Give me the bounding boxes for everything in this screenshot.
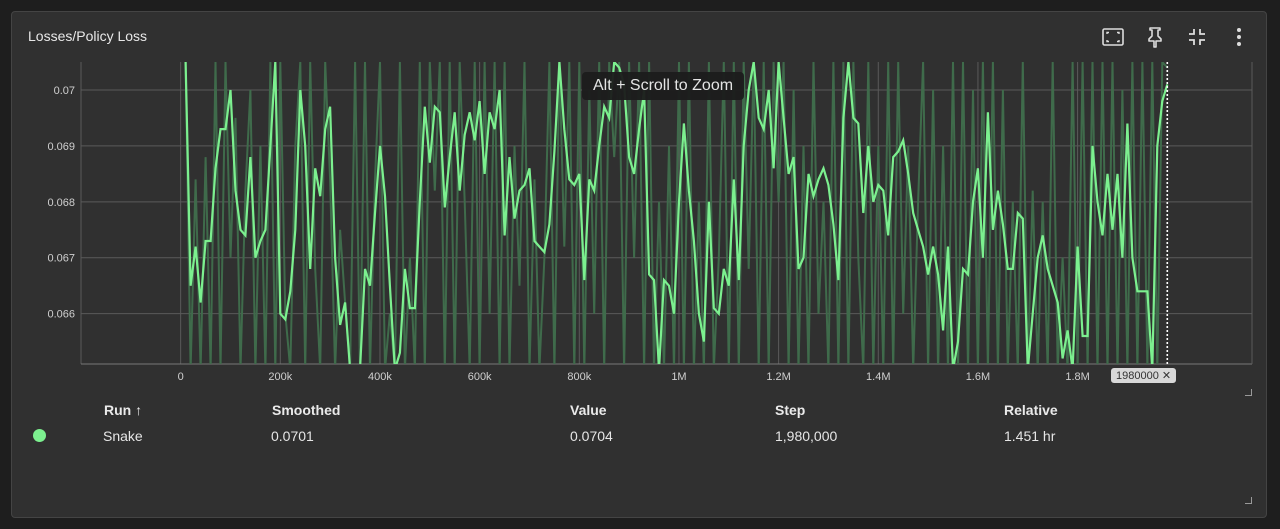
- collapse-icon: [1189, 29, 1205, 45]
- header-run[interactable]: Run ↑: [104, 402, 143, 418]
- x-tick-label: 1.2M: [766, 371, 790, 383]
- x-tick-label: 1.8M: [1065, 371, 1089, 383]
- more-options-button[interactable]: [1224, 24, 1254, 50]
- header-smoothed: Smoothed: [272, 402, 341, 418]
- chart-title: Losses/Policy Loss: [28, 28, 148, 44]
- card-resize-handle[interactable]: [1244, 496, 1252, 504]
- fit-domain-button[interactable]: [1098, 24, 1128, 50]
- table-row: Snake 0.0701 0.0704 1,980,000 1.451 hr: [12, 424, 1268, 450]
- step-cursor-label: 1980000: [1116, 369, 1159, 382]
- line-chart[interactable]: 0.066 0.067 0.068 0.069 0.07 0 200k 400k 600k 800…: [12, 12, 1268, 392]
- y-tick-label: 0.067: [47, 253, 75, 265]
- x-tick-label: 1M: [671, 371, 686, 383]
- pin-button[interactable]: [1140, 24, 1170, 50]
- table-header-row: Run ↑ Smoothed Value Step Relative: [12, 398, 1268, 424]
- header-relative: Relative: [1004, 402, 1058, 418]
- y-tick-label: 0.07: [54, 85, 75, 97]
- x-tick-label: 0: [178, 371, 184, 383]
- x-tick-label: 600k: [468, 371, 492, 383]
- header-value: Value: [570, 402, 607, 418]
- zoom-hint-tooltip: Alt + Scroll to Zoom: [582, 72, 745, 100]
- x-tick-label: 1.4M: [866, 371, 890, 383]
- more-vert-icon: [1237, 28, 1241, 46]
- card-toolbar: [1098, 24, 1254, 50]
- chart-resize-handle[interactable]: [1244, 388, 1252, 396]
- x-tick-label: 1.6M: [966, 371, 990, 383]
- step-cursor-chip[interactable]: 1980000 ✕: [1111, 368, 1177, 383]
- y-tick-label: 0.068: [47, 197, 75, 209]
- raw-value: 0.0704: [570, 428, 613, 444]
- close-icon[interactable]: ✕: [1161, 370, 1172, 382]
- x-tick-label: 400k: [368, 371, 392, 383]
- x-tick-label: 800k: [567, 371, 591, 383]
- run-name: Snake: [103, 428, 143, 444]
- x-tick-label: 200k: [268, 371, 292, 383]
- data-table: Run ↑ Smoothed Value Step Relative Snake…: [12, 398, 1268, 450]
- chart-card: Losses/Policy Loss 0.066 0.067 0.068 0.069 0…: [11, 11, 1267, 518]
- fit-domain-icon: [1102, 28, 1124, 46]
- smoothed-value: 0.0701: [271, 428, 314, 444]
- y-tick-label: 0.066: [47, 309, 75, 321]
- step-value: 1,980,000: [775, 428, 838, 444]
- run-color-dot: [33, 429, 46, 442]
- pin-icon: [1148, 27, 1162, 48]
- y-tick-label: 0.069: [47, 141, 75, 153]
- relative-time: 1.451 hr: [1004, 428, 1056, 444]
- smoothed-series-line: [184, 62, 1169, 364]
- header-step: Step: [775, 402, 806, 418]
- collapse-button[interactable]: [1182, 24, 1212, 50]
